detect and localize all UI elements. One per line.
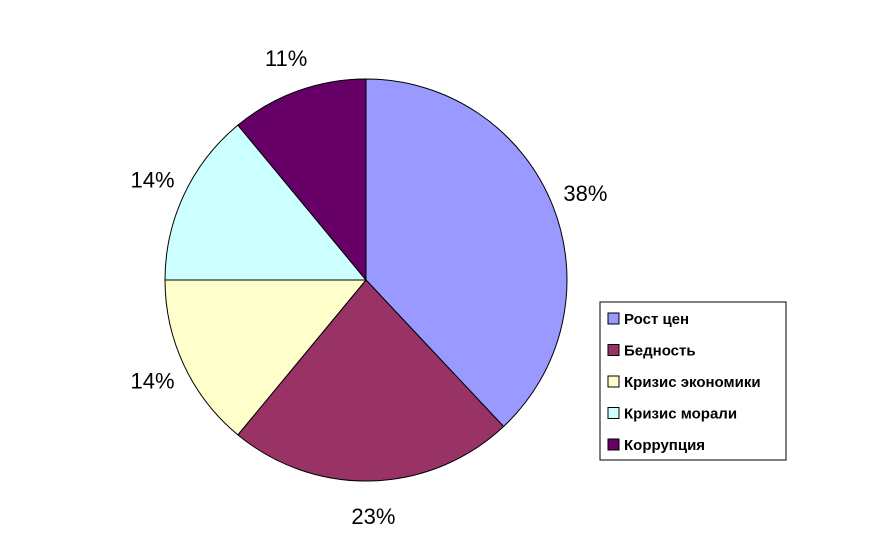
pie-slice	[237, 279, 505, 482]
legend-swatch	[607, 438, 620, 451]
legend-box	[599, 301, 787, 461]
pie-slice	[237, 78, 367, 282]
slice-percentage-label: 14%	[130, 369, 174, 394]
slice-percentage-label: 38%	[563, 181, 607, 206]
pie-slices	[164, 78, 568, 482]
percentage-labels: 38% 23% 14% 14% 11%	[130, 46, 607, 529]
pie-slice	[164, 279, 368, 436]
legend-label: Рост цен	[624, 311, 689, 328]
pie-slice	[164, 124, 368, 281]
legend-label: Коррупция	[624, 437, 705, 454]
legend-label: Бедность	[624, 343, 696, 360]
pie-slice	[365, 78, 568, 428]
slice-percentage-label: 23%	[351, 504, 395, 529]
slice-percentage-label: 11%	[265, 46, 307, 71]
legend-label: Кризис морали	[624, 406, 737, 423]
legend-swatch	[607, 375, 620, 388]
slice-percentage-label: 14%	[130, 168, 174, 193]
legend-swatch	[607, 407, 620, 419]
legend: Рост цен Бедность Кризис экономики Кризис м…	[599, 301, 787, 461]
legend-swatch	[607, 312, 620, 325]
legend-swatch	[607, 344, 620, 356]
legend-label: Кризис экономики	[624, 374, 761, 391]
